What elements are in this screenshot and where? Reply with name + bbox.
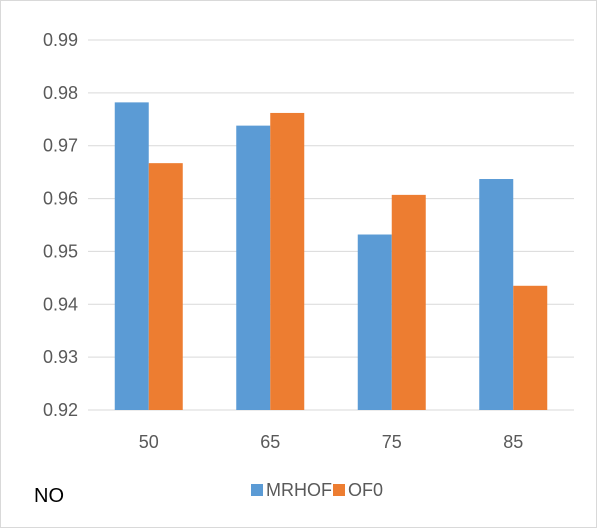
y-tick-label: 0.92 [43, 400, 78, 420]
x-axis-labels: 50 65 75 85 [139, 432, 524, 452]
legend-label-of0: OF0 [348, 480, 383, 500]
legend-swatch-mrhof [251, 484, 263, 496]
y-tick-label: 0.96 [43, 189, 78, 209]
y-tick-label: 0.98 [43, 83, 78, 103]
y-tick-label: 0.93 [43, 347, 78, 367]
bar-mrhof-85 [479, 179, 514, 410]
bar-mrhof-50 [114, 102, 149, 410]
bar-mrhof-75 [357, 234, 392, 410]
y-axis-labels: 0.92 0.93 0.94 0.95 0.96 0.97 0.98 0.99 [43, 30, 78, 420]
y-tick-label: 0.94 [43, 294, 78, 314]
y-tick-label: 0.97 [43, 136, 78, 156]
legend-label-mrhof: MRHOF [266, 480, 332, 500]
bar-of0-75 [391, 194, 426, 410]
legend: MRHOF OF0 [251, 480, 383, 500]
corner-annotation: NO [34, 485, 64, 507]
y-tick-label: 0.99 [43, 30, 78, 50]
bar-of0-65 [270, 112, 305, 410]
x-tick-label: 65 [260, 432, 280, 452]
y-tick-label: 0.95 [43, 241, 78, 261]
bar-of0-50 [148, 163, 183, 410]
legend-swatch-of0 [333, 484, 345, 496]
x-tick-label: 85 [503, 432, 523, 452]
bars [114, 102, 548, 410]
bar-mrhof-65 [236, 125, 271, 410]
bar-of0-85 [513, 285, 548, 410]
x-tick-label: 75 [382, 432, 402, 452]
x-tick-label: 50 [139, 432, 159, 452]
